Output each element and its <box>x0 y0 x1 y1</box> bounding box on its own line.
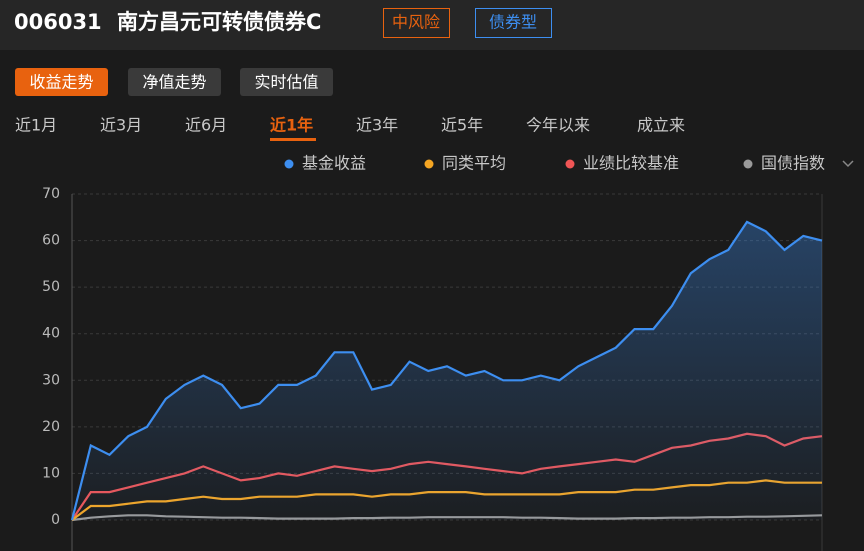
y-tick-label: 10 <box>42 465 60 481</box>
legend-label[interactable]: 同类平均 <box>442 154 506 173</box>
y-tick-label: 30 <box>42 372 60 388</box>
area <box>72 221 822 520</box>
fund-name: 南方昌元可转债债券C <box>117 10 321 34</box>
period-option[interactable]: 近3年 <box>356 116 398 135</box>
period-option[interactable]: 近1月 <box>15 116 57 135</box>
y-tick-label: 60 <box>42 233 60 249</box>
tag-border <box>475 8 552 38</box>
tab-bg[interactable] <box>240 68 333 96</box>
y-tick-label: 40 <box>42 326 60 342</box>
type-tag: 债券型 <box>489 13 537 32</box>
tab-bg[interactable] <box>15 68 108 96</box>
period-option[interactable]: 近5年 <box>441 116 483 135</box>
legend-dot[interactable] <box>565 159 575 169</box>
legend-label[interactable]: 国债指数 <box>761 154 825 173</box>
tab-label[interactable]: 收益走势 <box>29 73 93 92</box>
legend-label[interactable]: 基金收益 <box>302 154 366 173</box>
y-tick-label: 20 <box>42 419 60 435</box>
legend-dot[interactable] <box>424 159 434 169</box>
legend-chevron[interactable] <box>842 160 854 168</box>
risk-tag: 中风险 <box>392 13 440 32</box>
tab-bg[interactable] <box>128 68 221 96</box>
y-tick-label: 70 <box>42 186 60 202</box>
legend-dot[interactable] <box>743 159 753 169</box>
series-line <box>70 220 823 521</box>
period-option[interactable]: 近1年 <box>270 116 313 135</box>
period-option[interactable]: 近3月 <box>100 116 142 135</box>
period-underline <box>270 138 316 141</box>
legend-dot[interactable] <box>284 159 294 169</box>
y-tick-label: 0 <box>51 512 60 528</box>
period-option[interactable]: 今年以来 <box>526 116 590 135</box>
period-option[interactable]: 成立来 <box>637 116 685 135</box>
period-option[interactable]: 近6月 <box>185 116 227 135</box>
y-tick-label: 50 <box>42 279 60 295</box>
tab-label[interactable]: 净值走势 <box>142 73 206 92</box>
tab-label[interactable]: 实时估值 <box>254 73 318 92</box>
tag-border <box>383 8 450 38</box>
fund-code: 006031 <box>14 10 102 34</box>
legend-label[interactable]: 业绩比较基准 <box>583 154 679 173</box>
